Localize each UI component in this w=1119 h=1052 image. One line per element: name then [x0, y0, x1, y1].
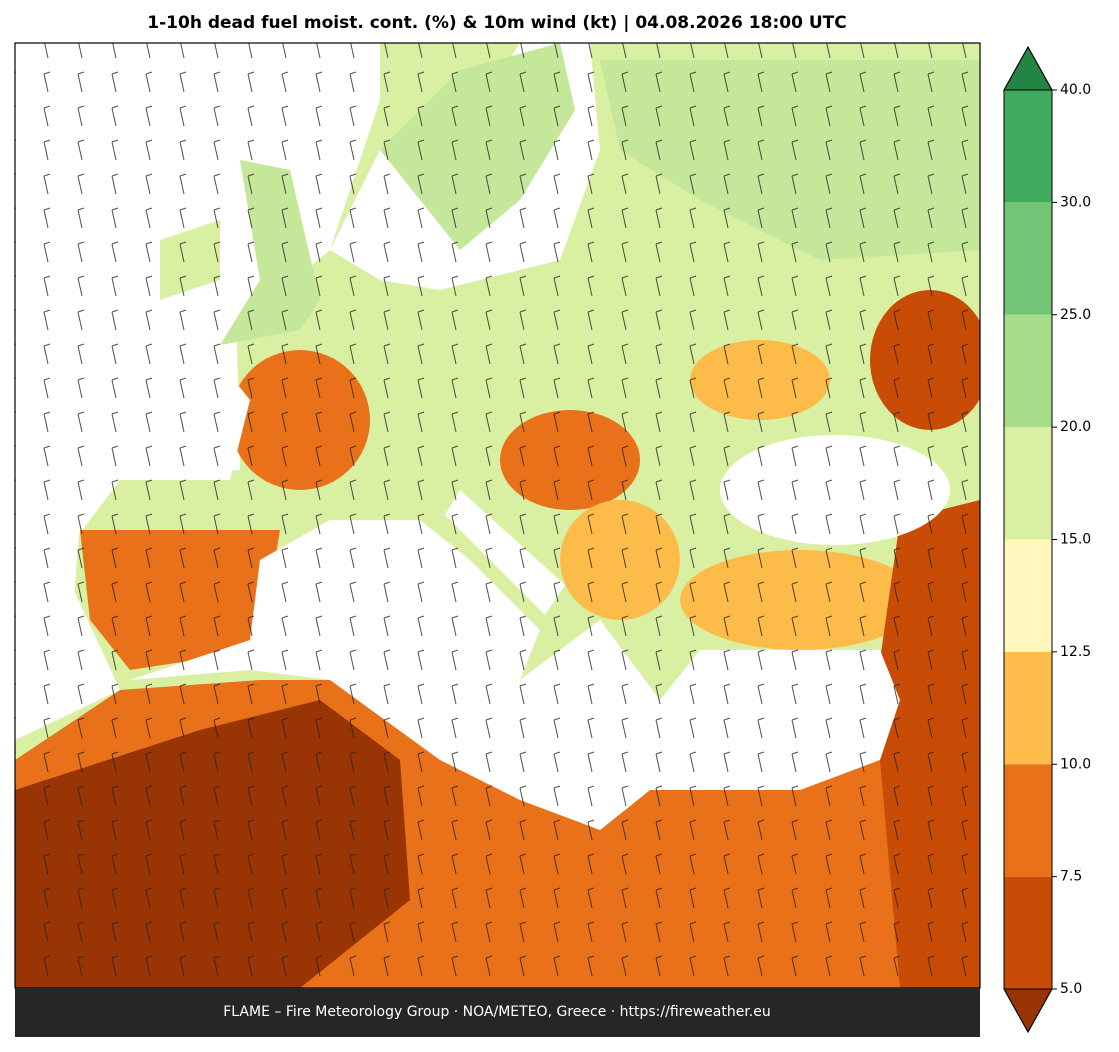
colorbar-tick-label: 40.0 [1060, 82, 1091, 98]
colorbar-tick-label: 12.5 [1060, 644, 1091, 660]
colorbar-tick-label: 15.0 [1060, 532, 1091, 548]
colorbar-tick-label: 10.0 [1060, 756, 1091, 772]
colorbar-tick-label: 20.0 [1060, 419, 1091, 435]
colorbar-band [1004, 90, 1052, 203]
colorbar-under [1003, 988, 1053, 1034]
colorbar-band [1004, 876, 1052, 989]
map [15, 43, 980, 988]
colorbar-band [1004, 539, 1052, 652]
colorbar-band [1004, 427, 1052, 540]
colorbar-tick-label: 5.0 [1060, 981, 1082, 997]
wind-barbs [15, 43, 980, 988]
colorbar-over [1003, 45, 1053, 91]
colorbar-tick-label: 25.0 [1060, 307, 1091, 323]
title: 1-10h dead fuel moist. cont. (%) & 10m w… [147, 13, 846, 33]
colorbar-band [1004, 314, 1052, 428]
footer: FLAME – Fire Meteorology Group · NOA/MET… [223, 1004, 771, 1020]
colorbar-tick-label: 30.0 [1060, 194, 1091, 210]
colorbar-band [1004, 202, 1052, 315]
colorbar-band [1004, 651, 1052, 765]
footer-bar [15, 988, 980, 1037]
colorbar: 5.0 7.5 10.0 12.5 15.0 20.0 25.0 30.0 40.0 [1003, 45, 1091, 1034]
colorbar-band [1004, 764, 1052, 877]
colorbar-tick-label: 7.5 [1060, 869, 1082, 885]
